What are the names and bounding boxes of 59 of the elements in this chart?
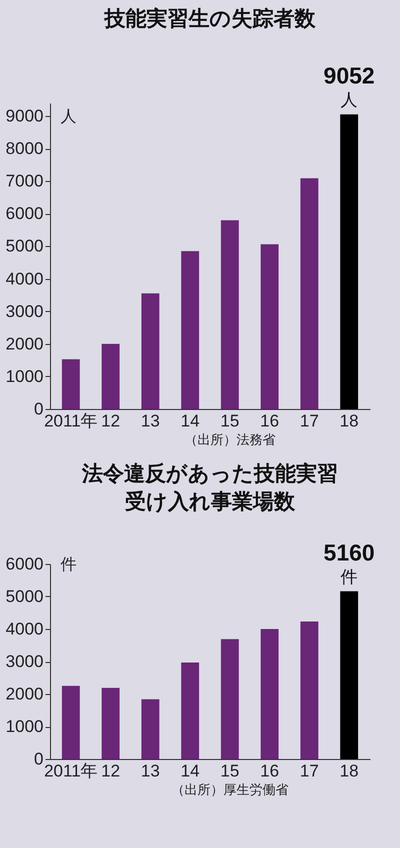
- y-tick-label: 7000: [6, 172, 44, 191]
- bar: [141, 293, 160, 409]
- x-tick-label: 14: [180, 412, 200, 430]
- x-tick-label: 15: [220, 412, 240, 430]
- x-tick-label: 16: [260, 762, 280, 780]
- x-tick-label: 18: [340, 412, 359, 430]
- y-tick-label: 9000: [6, 106, 44, 126]
- bar: [300, 178, 318, 409]
- y-tick-label: 8000: [6, 139, 44, 158]
- bar: [141, 699, 160, 759]
- bar: [62, 686, 80, 759]
- bar: [340, 591, 358, 759]
- bar: [102, 344, 120, 409]
- y-tick-label: 6000: [6, 554, 44, 574]
- chart-title: 法令違反があった技能実習受け入れ事業場数: [81, 461, 338, 514]
- y-axis-title: 件: [60, 556, 76, 574]
- x-tick-label: 15: [220, 762, 240, 780]
- bar: [102, 688, 120, 759]
- bar: [260, 244, 279, 409]
- y-axis-title: 人: [60, 108, 76, 126]
- y-tick-label: 2000: [6, 334, 44, 354]
- bar: [62, 359, 80, 409]
- text: （出所）法務省: [184, 431, 276, 449]
- x-tick-label: 17: [300, 412, 319, 430]
- y-tick-label: 4000: [6, 269, 44, 288]
- y-tick-label: 1000: [6, 717, 44, 736]
- bar: [181, 662, 200, 759]
- annotation: 人: [340, 90, 358, 110]
- y-tick-label: 2000: [6, 684, 44, 704]
- x-tick-label: 17: [300, 762, 319, 780]
- x-tick-label: 12: [101, 762, 120, 780]
- data-label: 9052: [324, 62, 375, 88]
- bar: [300, 622, 318, 759]
- text: （出所）厚生労働省: [170, 781, 290, 799]
- y-tick-label: 3000: [6, 652, 44, 671]
- x-tick-label: 2011年: [44, 412, 98, 430]
- y-tick-label: 5000: [6, 236, 44, 256]
- y-tick-label: 0: [34, 750, 44, 768]
- y-tick-label: 1000: [6, 366, 44, 386]
- chart-title: 技能実習生の失踪者数: [104, 6, 316, 30]
- bar: [220, 639, 239, 759]
- annotation: 件: [340, 567, 358, 586]
- data-label: 5160: [324, 539, 375, 566]
- x-tick-label: 2011年: [44, 762, 98, 780]
- y-tick-label: 6000: [6, 204, 44, 224]
- y-tick-label: 3000: [6, 302, 44, 321]
- x-tick-label: 13: [140, 762, 160, 780]
- bar: [220, 220, 239, 409]
- y-tick-label: 4000: [6, 620, 44, 638]
- bar: [260, 629, 279, 759]
- x-tick-label: 18: [340, 762, 359, 780]
- x-tick-label: 12: [101, 412, 120, 430]
- bar: [181, 251, 200, 409]
- x-tick-label: 14: [180, 762, 200, 780]
- y-tick-label: 0: [34, 400, 44, 418]
- y-tick-label: 5000: [6, 587, 44, 606]
- x-tick-label: 13: [140, 412, 160, 430]
- x-tick-label: 16: [260, 412, 280, 430]
- bar: [340, 114, 358, 409]
